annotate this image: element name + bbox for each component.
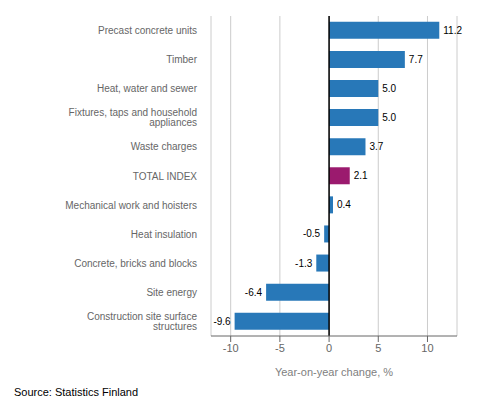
svg-text:5: 5 (375, 342, 381, 354)
svg-text:-10: -10 (223, 342, 239, 354)
svg-text:5.0: 5.0 (382, 112, 396, 123)
svg-text:-6.4: -6.4 (245, 287, 263, 298)
svg-text:Heat, water and sewer: Heat, water and sewer (97, 83, 198, 94)
svg-text:Year-on-year change, %: Year-on-year change, % (275, 366, 393, 378)
svg-text:7.7: 7.7 (409, 54, 423, 65)
svg-text:-0.5: -0.5 (303, 228, 321, 239)
svg-text:Concrete, bricks and blocks: Concrete, bricks and blocks (74, 258, 197, 269)
svg-text:2.1: 2.1 (354, 170, 368, 181)
svg-text:Mechanical work and hoisters: Mechanical work and hoisters (65, 200, 197, 211)
svg-text:10: 10 (421, 342, 433, 354)
svg-text:5.0: 5.0 (382, 83, 396, 94)
svg-text:0: 0 (326, 342, 332, 354)
html-text:Source: Statistics Finland: Source: Statistics Finland (14, 386, 139, 398)
svg-text:3.7: 3.7 (369, 141, 383, 152)
svg-text:Construction site surfacestruc: Construction site surfacestructures (87, 311, 197, 332)
svg-text:TOTAL INDEX: TOTAL INDEX (133, 171, 198, 182)
svg-text:-9.6: -9.6 (213, 316, 231, 327)
svg-text:Precast concrete units: Precast concrete units (98, 25, 197, 36)
svg-text:Fixtures, taps and householdap: Fixtures, taps and householdappliances (69, 107, 197, 128)
svg-text:11.2: 11.2 (443, 25, 462, 36)
svg-text:0.4: 0.4 (337, 199, 351, 210)
svg-text:Site energy: Site energy (146, 287, 197, 298)
svg-text:-1.3: -1.3 (295, 258, 313, 269)
svg-text:Heat insulation: Heat insulation (131, 229, 197, 240)
svg-text:Timber: Timber (166, 54, 197, 65)
svg-text:-5: -5 (275, 342, 285, 354)
svg-text:Waste charges: Waste charges (131, 141, 197, 152)
